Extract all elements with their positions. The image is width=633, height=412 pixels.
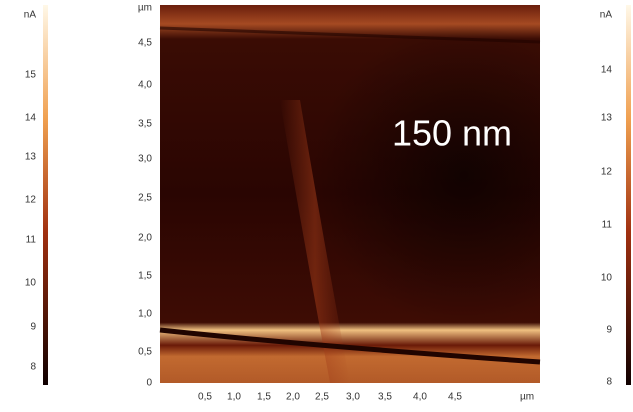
y-axis-label: 3,0 [138, 154, 152, 165]
y-axis-label: 4,5 [138, 38, 152, 49]
y-axis-label: 0 [146, 378, 152, 389]
x-axis-label: 3,5 [378, 392, 392, 403]
x-unit: µm [520, 392, 534, 403]
y-axis-label: 3,5 [138, 119, 152, 130]
left-scale-label: 11 [26, 235, 37, 246]
y-axis-label: 4,0 [138, 80, 152, 91]
right-scale-label: 9 [606, 325, 612, 336]
y-axis-label: 2,5 [138, 193, 152, 204]
left-scale-label: 8 [30, 362, 36, 373]
annotation: 150 nm [392, 113, 512, 154]
left-scale-label: 9 [30, 322, 36, 333]
right-scale-label: 10 [601, 273, 613, 284]
right-scale-label: 13 [601, 113, 613, 124]
left-scale-label: 14 [25, 113, 37, 124]
y-unit: µm [138, 3, 152, 14]
y-axis-label: 0,5 [138, 347, 152, 358]
x-axis-label: 1,0 [227, 392, 241, 403]
right-unit: nA [600, 10, 613, 21]
right-scale-label: 8 [606, 377, 612, 388]
y-axis-label: 1,5 [138, 271, 152, 282]
afm-image [159, 5, 541, 383]
right-scale-label: 12 [601, 167, 613, 178]
right-scale-label: 14 [601, 65, 613, 76]
x-axis-label: 2,5 [315, 392, 329, 403]
y-axis-label: 1,0 [138, 309, 152, 320]
left-scale-label: 12 [25, 195, 37, 206]
x-axis-label: 0,5 [198, 392, 212, 403]
left-scale-label: 13 [25, 152, 37, 163]
x-axis-label: 2,0 [286, 392, 300, 403]
y-axis-label: 2,0 [138, 233, 152, 244]
left-scale-label: 15 [25, 70, 37, 81]
left-colorbar [43, 5, 48, 385]
left-unit: nA [24, 10, 37, 21]
x-axis-label: 1,5 [257, 392, 271, 403]
x-axis-label: 4,5 [448, 392, 462, 403]
x-axis-label: 3,0 [346, 392, 360, 403]
x-axis-label: 4,0 [413, 392, 427, 403]
left-scale-label: 10 [25, 278, 37, 289]
right-scale-label: 11 [602, 220, 613, 231]
right-colorbar [626, 5, 631, 385]
